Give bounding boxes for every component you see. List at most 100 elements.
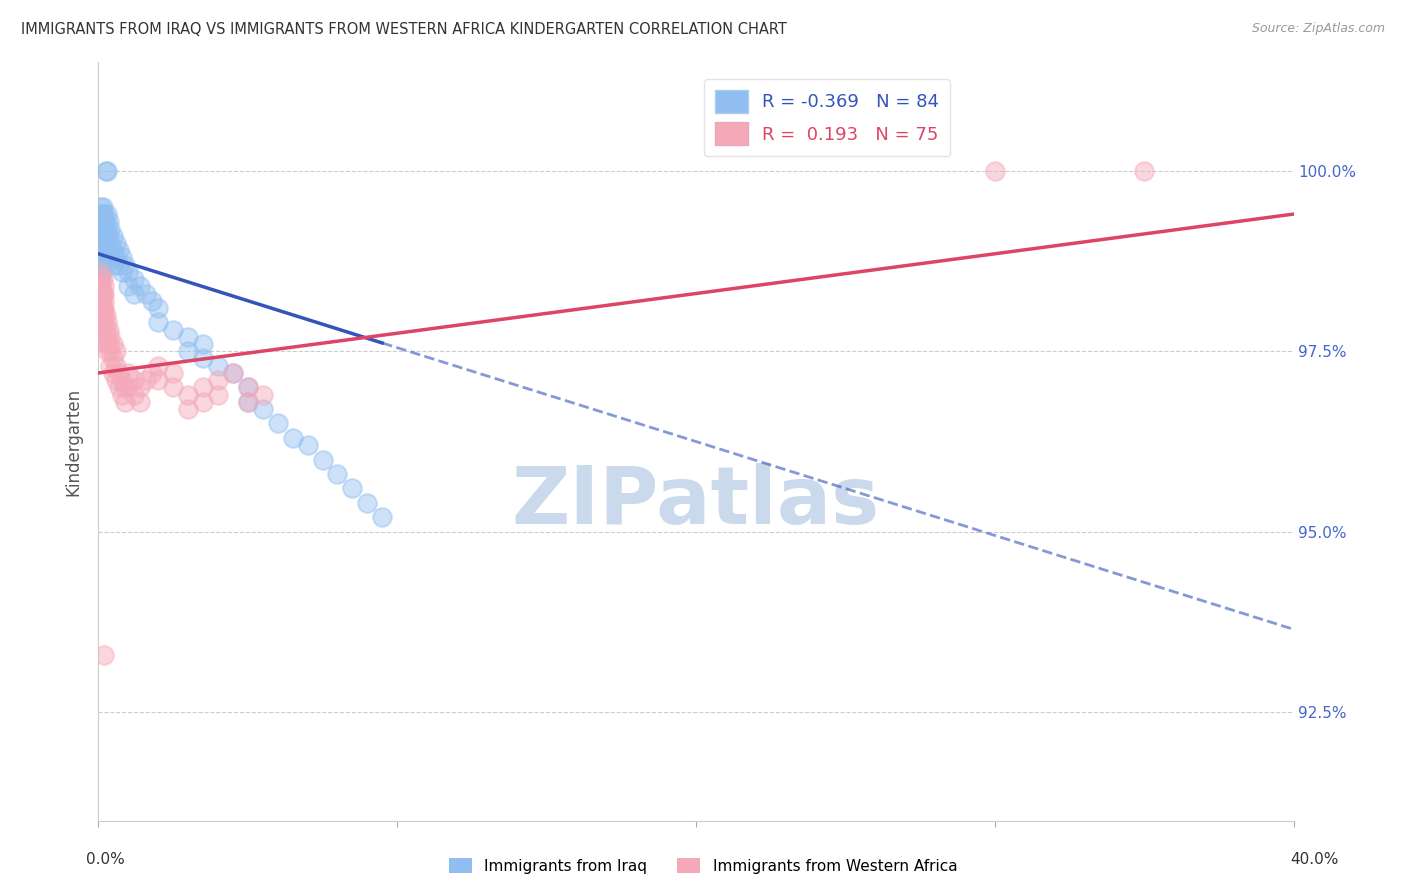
Point bbox=[111, 251, 134, 265]
Point bbox=[93, 251, 115, 265]
Point bbox=[236, 380, 259, 394]
Point bbox=[94, 308, 117, 322]
Point bbox=[148, 359, 170, 373]
Point bbox=[129, 394, 152, 409]
Point bbox=[103, 243, 125, 257]
Text: IMMIGRANTS FROM IRAQ VS IMMIGRANTS FROM WESTERN AFRICA KINDERGARTEN CORRELATION : IMMIGRANTS FROM IRAQ VS IMMIGRANTS FROM … bbox=[21, 22, 787, 37]
Point bbox=[162, 366, 184, 380]
Point bbox=[148, 301, 170, 315]
Point bbox=[222, 366, 245, 380]
Point bbox=[96, 221, 118, 235]
Point bbox=[91, 286, 114, 301]
Point bbox=[97, 214, 120, 228]
Point bbox=[162, 323, 184, 337]
Point bbox=[222, 366, 245, 380]
Point bbox=[96, 163, 118, 178]
Point bbox=[93, 228, 115, 243]
Point bbox=[89, 228, 111, 243]
Point bbox=[108, 243, 131, 257]
Point bbox=[97, 337, 120, 351]
Point bbox=[91, 235, 114, 250]
Legend: R = -0.369   N = 84, R =  0.193   N = 75: R = -0.369 N = 84, R = 0.193 N = 75 bbox=[704, 79, 950, 156]
Point bbox=[103, 228, 125, 243]
Point bbox=[207, 359, 229, 373]
Point bbox=[90, 323, 112, 337]
Point bbox=[91, 301, 114, 315]
Point bbox=[108, 258, 131, 272]
Point bbox=[98, 359, 122, 373]
Point bbox=[135, 373, 157, 387]
Point bbox=[91, 315, 114, 329]
Point bbox=[103, 351, 125, 366]
Point bbox=[148, 373, 170, 387]
Point bbox=[252, 402, 274, 417]
Point bbox=[93, 330, 115, 344]
Point bbox=[91, 243, 114, 257]
Point bbox=[93, 308, 115, 322]
Point bbox=[90, 214, 112, 228]
Point bbox=[96, 207, 118, 221]
Legend: Immigrants from Iraq, Immigrants from Western Africa: Immigrants from Iraq, Immigrants from We… bbox=[443, 852, 963, 880]
Point bbox=[267, 417, 290, 431]
Point bbox=[236, 394, 259, 409]
Point bbox=[94, 337, 117, 351]
Point bbox=[90, 200, 112, 214]
Point bbox=[117, 380, 139, 394]
Point bbox=[124, 286, 146, 301]
Point bbox=[91, 200, 114, 214]
Point bbox=[93, 243, 115, 257]
Point bbox=[93, 221, 115, 235]
Text: ZIPatlas: ZIPatlas bbox=[512, 463, 880, 541]
Point bbox=[124, 373, 146, 387]
Point bbox=[94, 228, 117, 243]
Point bbox=[90, 258, 112, 272]
Point bbox=[94, 323, 117, 337]
Point bbox=[117, 265, 139, 279]
Point bbox=[97, 243, 120, 257]
Point bbox=[96, 344, 118, 359]
Point bbox=[93, 235, 115, 250]
Point bbox=[93, 279, 115, 293]
Point bbox=[148, 315, 170, 329]
Point bbox=[103, 258, 125, 272]
Point bbox=[96, 330, 118, 344]
Point bbox=[93, 648, 115, 662]
Point bbox=[114, 258, 136, 272]
Point bbox=[191, 337, 214, 351]
Point bbox=[141, 366, 163, 380]
Point bbox=[177, 344, 200, 359]
Point bbox=[91, 221, 114, 235]
Point bbox=[94, 243, 117, 257]
Point bbox=[311, 452, 333, 467]
Point bbox=[162, 380, 184, 394]
Point bbox=[356, 496, 378, 510]
Point bbox=[90, 293, 112, 308]
Point bbox=[90, 207, 112, 221]
Point bbox=[91, 286, 114, 301]
Point bbox=[89, 214, 111, 228]
Point bbox=[105, 251, 128, 265]
Point bbox=[90, 243, 112, 257]
Point bbox=[93, 293, 115, 308]
Point bbox=[91, 207, 114, 221]
Point bbox=[91, 214, 114, 228]
Point bbox=[191, 380, 214, 394]
Point bbox=[89, 293, 111, 308]
Point bbox=[89, 272, 111, 286]
Point bbox=[93, 258, 115, 272]
Point bbox=[90, 228, 112, 243]
Point bbox=[90, 251, 112, 265]
Point bbox=[93, 301, 115, 315]
Point bbox=[105, 235, 128, 250]
Point bbox=[281, 431, 304, 445]
Text: 0.0%: 0.0% bbox=[86, 852, 125, 867]
Point bbox=[91, 272, 114, 286]
Point bbox=[207, 387, 229, 401]
Point bbox=[91, 301, 114, 315]
Point bbox=[141, 293, 163, 308]
Point bbox=[93, 315, 115, 329]
Point bbox=[96, 251, 118, 265]
Point bbox=[984, 163, 1007, 178]
Point bbox=[89, 265, 111, 279]
Text: 40.0%: 40.0% bbox=[1291, 852, 1339, 867]
